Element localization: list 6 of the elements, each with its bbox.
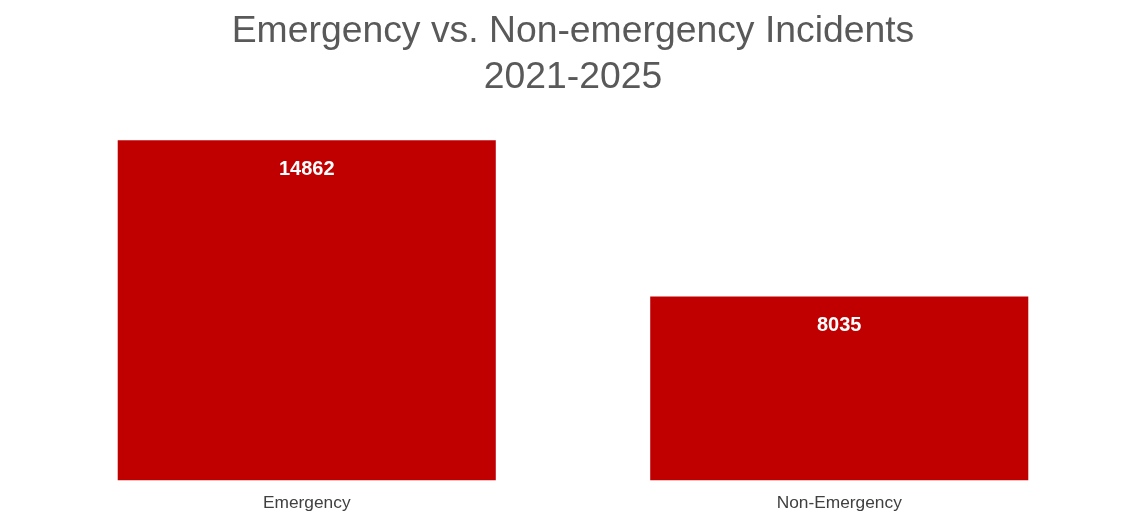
chart-subtitle: 2021-2025 <box>483 53 663 96</box>
x-tick-label: Non-Emergency <box>776 491 903 512</box>
data-label: 8035 <box>817 313 862 336</box>
data-label: 14862 <box>278 157 335 180</box>
chart-title: Emergency vs. Non-emergency Incidents <box>231 7 915 50</box>
x-tick-label: Emergency <box>262 491 351 512</box>
